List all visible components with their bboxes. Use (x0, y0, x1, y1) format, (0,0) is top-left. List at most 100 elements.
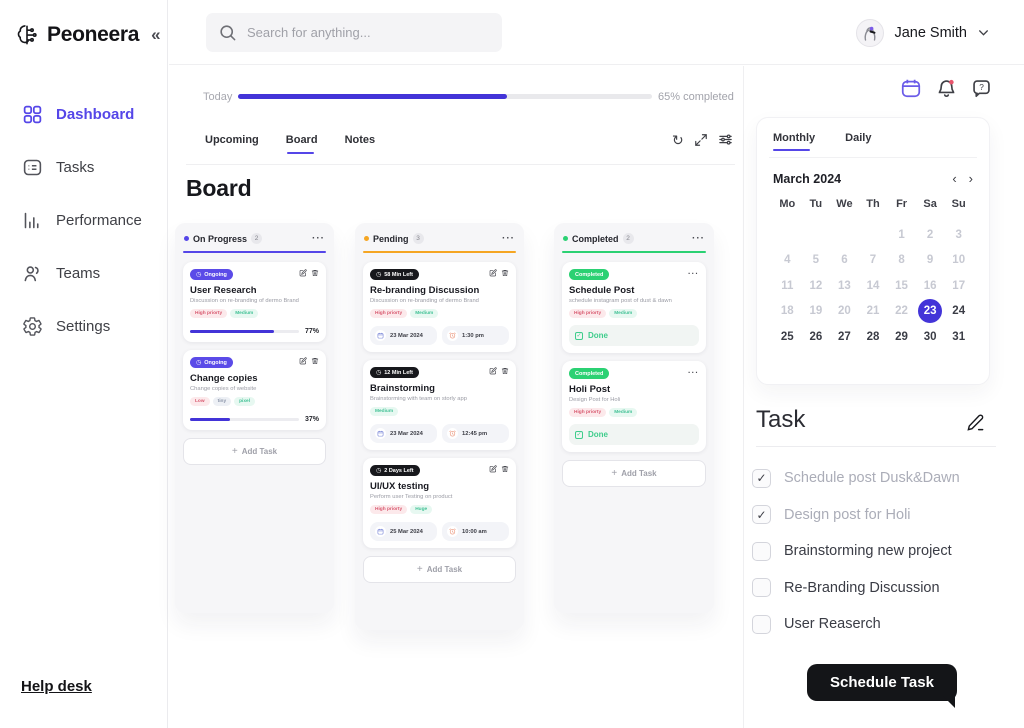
edit-icon[interactable] (299, 269, 307, 277)
search-box[interactable] (206, 13, 502, 52)
column-menu-icon[interactable]: ··· (692, 233, 705, 244)
tab-upcoming[interactable]: Upcoming (205, 134, 259, 146)
calendar-day-30[interactable]: 30 (923, 330, 937, 343)
edit-icon[interactable] (299, 357, 307, 365)
add-task-button[interactable]: + Add Task (562, 460, 706, 487)
calendar-day-13[interactable]: 13 (838, 279, 851, 292)
expand-icon[interactable] (694, 133, 708, 147)
edit-icon[interactable] (489, 269, 497, 277)
task-card-schedule-post[interactable]: Completed ··· Schedule Post schedule ins… (562, 262, 706, 353)
checkbox[interactable] (752, 614, 771, 634)
task-item-4[interactable]: User Reaserch (752, 606, 1004, 643)
tab-notes[interactable]: Notes (344, 134, 376, 146)
collapse-sidebar-icon[interactable]: « (151, 25, 161, 44)
search-input[interactable] (247, 25, 490, 40)
edit-icon[interactable] (489, 367, 497, 375)
calendar-day-18[interactable]: 18 (780, 305, 794, 318)
calendar-day-26[interactable]: 26 (809, 330, 823, 343)
calendar-icon[interactable] (900, 77, 922, 99)
calendar-day-25[interactable]: 25 (780, 330, 794, 343)
checkbox[interactable]: ✓ (752, 505, 771, 525)
task-item-1[interactable]: ✓ Design post for Holi (752, 497, 1004, 534)
column-menu-icon[interactable]: ··· (312, 233, 325, 244)
filter-icon[interactable] (718, 132, 733, 147)
sidebar-item-teams[interactable]: Teams (0, 247, 167, 300)
schedule-task-button[interactable]: Schedule Task (807, 664, 957, 708)
help-desk-link[interactable]: Help desk (21, 678, 92, 695)
bell-icon[interactable] (936, 78, 957, 99)
trash-icon[interactable] (501, 269, 509, 277)
calendar-day-17[interactable]: 17 (952, 279, 966, 292)
task-card-brainstorming[interactable]: ◷ 12 Min Left Brainstorming Brainstorming… (363, 360, 516, 450)
calendar-day-12[interactable]: 12 (809, 279, 823, 292)
task-item-2[interactable]: Brainstorming new project (752, 533, 1004, 570)
sidebar-item-performance[interactable]: Performance (0, 194, 167, 247)
calendar-day-10[interactable]: 10 (952, 254, 966, 267)
trash-icon[interactable] (311, 357, 319, 365)
prev-month-icon[interactable]: ‹ (952, 171, 957, 186)
refresh-icon[interactable]: ↻ (672, 131, 684, 148)
tab-monthly[interactable]: Monthly (773, 132, 816, 151)
notifications[interactable] (936, 78, 957, 99)
calendar-day-27[interactable]: 27 (838, 330, 851, 343)
tab-board[interactable]: Board (285, 134, 318, 154)
task-item-0[interactable]: ✓ Schedule post Dusk&Dawn (752, 460, 1004, 497)
calendar-day-5[interactable]: 5 (812, 254, 820, 267)
calendar-day-15[interactable]: 15 (895, 279, 908, 292)
calendar-day-3[interactable]: 3 (955, 228, 962, 241)
user-menu[interactable]: Jane Smith (856, 0, 990, 65)
calendar-day-28[interactable]: 28 (866, 330, 880, 343)
sidebar-item-tasks[interactable]: Tasks (0, 141, 167, 194)
calendar-day-31[interactable]: 31 (952, 330, 966, 343)
sidebar-item-label: Settings (56, 318, 111, 335)
edit-icon[interactable] (489, 465, 497, 473)
calendar-day-14[interactable]: 14 (866, 279, 880, 292)
checkbox[interactable] (752, 578, 771, 598)
checkbox[interactable]: ✓ (752, 468, 771, 488)
card-description: Change copies of website (190, 386, 257, 392)
weekday-header: Mo Tu We Th Fr Sa Su (773, 198, 973, 218)
task-card-change-copies[interactable]: ◷ Ongoing Change copies Change copies of … (183, 350, 326, 430)
pencil-icon[interactable] (966, 413, 985, 432)
calendar-day-9[interactable]: 9 (926, 254, 934, 267)
selected-day[interactable]: 23 (918, 299, 943, 324)
calendar-day-20[interactable]: 20 (838, 305, 851, 318)
trash-icon[interactable] (311, 269, 319, 277)
calendar-day-22[interactable]: 22 (895, 305, 908, 318)
calendar-day-24[interactable]: 24 (952, 305, 966, 318)
calendar-day-19[interactable]: 19 (809, 305, 823, 318)
sidebar-item-label: Dashboard (56, 106, 135, 123)
checkbox[interactable] (752, 541, 771, 561)
calendar-day-7[interactable]: 7 (869, 254, 877, 267)
sidebar-item-dashboard[interactable]: Dashboard (0, 88, 167, 141)
calendar-day-4[interactable]: 4 (784, 254, 791, 267)
next-month-icon[interactable]: › (968, 171, 973, 186)
card-menu-icon[interactable]: ··· (688, 368, 699, 377)
done-checkbox[interactable]: ✓ (575, 331, 583, 340)
calendar-day-21[interactable]: 21 (866, 305, 880, 318)
sidebar-item-settings[interactable]: Settings (0, 300, 167, 353)
column-menu-icon[interactable]: ··· (502, 233, 515, 244)
calendar-day-8[interactable]: 8 (898, 254, 905, 267)
add-task-button[interactable]: + Add Task (183, 438, 326, 465)
add-task-button[interactable]: + Add Task (363, 556, 516, 583)
calendar-day-2[interactable]: 2 (926, 228, 934, 241)
task-card-user-research[interactable]: ◷ Ongoing User Research Discussion on re-… (183, 262, 326, 342)
calendar-day-11[interactable]: 11 (781, 279, 794, 292)
task-item-3[interactable]: Re-Branding Discussion (752, 570, 1004, 607)
calendar-day-1[interactable]: 1 (898, 228, 905, 241)
calendar-day-29[interactable]: 29 (895, 330, 908, 343)
calendar-day-6[interactable]: 6 (841, 254, 848, 267)
trash-icon[interactable] (501, 367, 509, 375)
task-card-rebranding[interactable]: ◷ 58 Min Left Re-branding Discussion Disc… (363, 262, 516, 352)
done-checkbox[interactable]: ✓ (575, 430, 583, 439)
task-card-holi-post[interactable]: Completed ··· Holi Post Design Post for … (562, 361, 706, 452)
tab-daily[interactable]: Daily (845, 132, 872, 144)
help-chat-icon[interactable]: ? (971, 78, 992, 99)
calendar-day-23[interactable]: 23 (916, 299, 945, 325)
tabs-divider (186, 164, 735, 165)
card-menu-icon[interactable]: ··· (688, 269, 699, 278)
trash-icon[interactable] (501, 465, 509, 473)
task-card-uiux-testing[interactable]: ◷ 2 Days Left UI/UX testing Perform user … (363, 458, 516, 548)
calendar-day-16[interactable]: 16 (923, 279, 937, 292)
